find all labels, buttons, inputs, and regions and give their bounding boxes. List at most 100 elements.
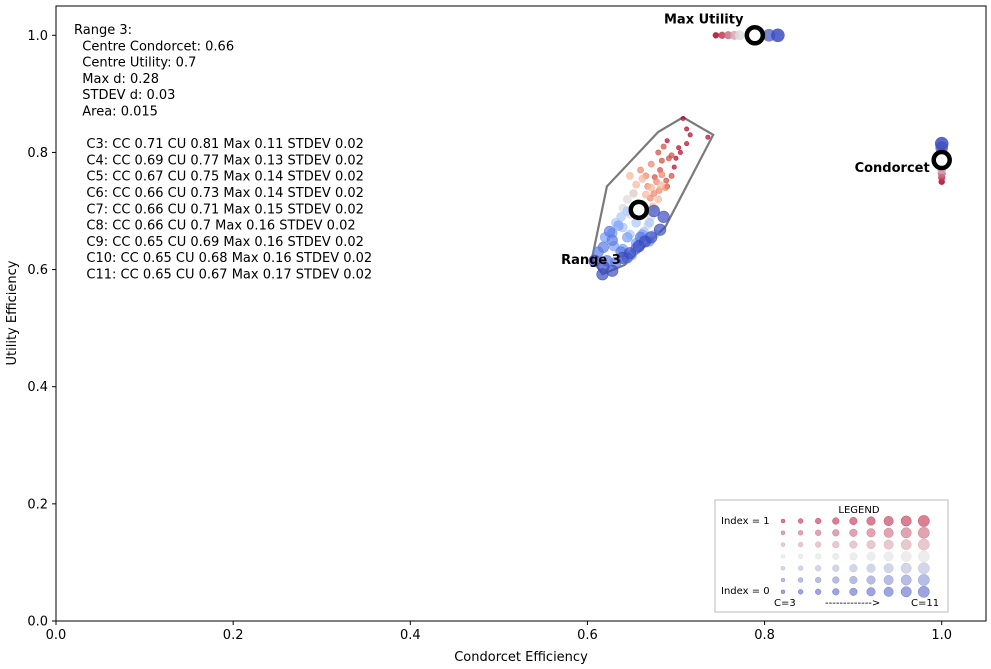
legend-dot [866,575,876,585]
range-point [653,223,667,236]
range-point [622,232,633,243]
plot-frame [55,5,987,622]
legend-dot [917,585,930,598]
range-point [654,195,663,204]
y-tick-label: 0.4 [27,380,48,395]
range-point [680,115,686,121]
range-point [623,247,637,260]
legend-dot [849,564,858,573]
x-tick-label: 0.0 [46,628,67,643]
centre-marker [628,199,650,221]
legend-dot [832,517,840,525]
max-utility-point [718,31,726,39]
legend-dot [900,586,912,598]
range-point [644,217,655,228]
legend-dot [832,541,840,549]
legend-title: LEGEND [838,505,879,516]
range-point [668,172,675,179]
legend-arrow-label: -------------> [825,598,880,609]
range-point [629,189,638,198]
legend-dot [832,552,840,561]
legend-dot [900,515,912,527]
legend-dot [866,563,876,573]
range-point [677,149,683,155]
legend-dot [780,565,786,571]
legend-dot [849,516,858,526]
max-utility-point [734,30,745,41]
legend-dot [883,563,894,574]
range-point [660,143,667,150]
legend-dot [917,550,930,563]
range-point [645,231,658,244]
legend-dot [832,588,840,596]
centre-marker [931,149,952,171]
max-utility-point [712,32,720,39]
range-point [647,160,655,168]
legend-dot [883,516,894,526]
range-point [663,177,670,184]
legend-dot [917,515,930,527]
legend-dot [780,530,786,536]
info-line: C8: CC 0.66 CU 0.7 Max 0.16 STDEV 0.02 [74,219,356,234]
legend-dot [815,576,822,584]
annotation-label: Range 3 [561,253,621,268]
range-point [684,141,690,147]
legend-dot [815,541,822,548]
legend-dot [815,565,822,572]
range-point [603,225,616,238]
range-point [658,157,665,164]
legend-dot [780,577,786,583]
legend-dot [883,575,894,585]
legend-right-label: C=11 [911,598,939,609]
legend-left-label: C=3 [774,598,796,609]
legend-dot [832,564,840,572]
legend-dot [797,565,804,571]
legend-dot [832,576,840,584]
info-line: C9: CC 0.65 CU 0.69 Max 0.16 STDEV 0.02 [74,235,364,250]
legend-dot [883,586,894,597]
info-line: C10: CC 0.65 CU 0.68 Max 0.16 STDEV 0.02 [74,251,372,266]
range-point [676,145,682,151]
range-point [705,134,711,140]
range-point [655,149,662,156]
centre-marker [744,25,766,46]
info-box: Range 3: Centre Condorcet: 0.66 Centre U… [74,23,372,283]
legend-dot [883,527,894,538]
max-utility-point [771,28,785,43]
legend-dot [797,577,804,583]
info-line: C11: CC 0.65 CU 0.67 Max 0.17 STDEV 0.02 [74,268,372,283]
x-axis-title: Condorcet Efficiency [454,650,588,665]
info-line: Range 3: [74,23,132,38]
legend-dot [883,551,894,562]
legend-dot [883,539,894,550]
y-tick-label: 0.0 [27,615,48,630]
legend-dot [900,562,912,574]
info-line: C3: CC 0.71 CU 0.81 Max 0.11 STDEV 0.02 [74,137,364,152]
legend-dot [866,551,876,561]
condorcet-point [934,136,949,151]
legend-dot [917,526,930,539]
legend-dot [849,528,858,537]
legend-dot [900,527,912,539]
range-point [613,220,624,231]
x-tick-label: 0.8 [754,628,775,643]
legend-dot [849,552,858,561]
info-line: C5: CC 0.67 CU 0.75 Max 0.14 STDEV 0.02 [74,170,364,185]
x-tick-label: 0.4 [400,628,421,643]
legend-dot [780,542,786,547]
legend-dot [815,553,822,560]
legend: LEGEND Index = 1 Index = 0 C=3 ---------… [714,499,949,613]
legend-dot [866,528,876,538]
info-line: Centre Utility: 0.7 [74,56,196,71]
annotation-label: Condorcet [855,161,930,176]
legend-dot [780,589,786,595]
x-tick-label: 1.0 [931,628,952,643]
range-point [671,164,677,170]
range-point [596,268,609,281]
legend-dot [832,529,840,537]
legend-dot [797,589,804,595]
legend-dot [797,518,804,524]
range-point [687,132,693,138]
y-tick-label: 0.8 [27,146,48,161]
legend-dot [797,541,804,548]
